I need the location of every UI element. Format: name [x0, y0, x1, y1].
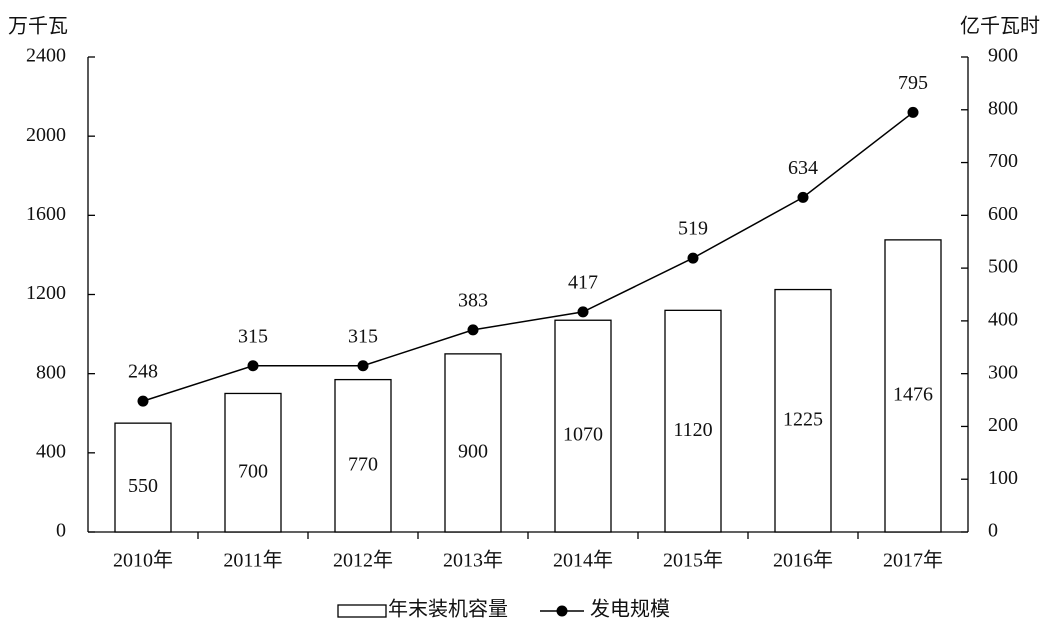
y2-tick-label: 700	[988, 150, 1018, 172]
line-value-label: 417	[568, 272, 598, 294]
line	[142, 111, 914, 402]
line-point	[247, 360, 259, 372]
line-value-label: 248	[128, 361, 158, 383]
line-point	[907, 106, 919, 118]
bar-value-label: 770	[348, 453, 378, 475]
y2-tick-label: 600	[988, 203, 1018, 225]
line-point	[467, 324, 479, 336]
line-point	[577, 306, 589, 318]
x-tick-label: 2011年	[223, 549, 282, 572]
bar-value-label: 1120	[673, 419, 712, 441]
bar	[444, 353, 502, 533]
line-point	[357, 360, 369, 372]
bar-value-label: 700	[238, 460, 268, 482]
y2-tick-label: 200	[988, 414, 1018, 436]
y-tick-label: 1200	[26, 282, 66, 304]
y2-axis-label: 亿千瓦时	[960, 15, 1040, 38]
bar-value-label: 900	[458, 441, 488, 463]
line-value-label: 315	[238, 325, 268, 347]
bar	[224, 392, 282, 533]
line-value-label: 634	[788, 157, 818, 179]
bar	[664, 309, 722, 533]
line-value-label: 795	[898, 72, 928, 94]
x-tick-label: 2012年	[333, 549, 393, 572]
line-point	[137, 395, 149, 407]
y-tick-label: 2400	[26, 45, 66, 67]
line-point	[687, 252, 699, 264]
y2-tick-label: 100	[988, 467, 1018, 489]
y2-tick-label: 500	[988, 256, 1018, 278]
x-tick-label: 2015年	[663, 549, 723, 572]
legend-swatch-point	[556, 605, 568, 617]
bar-value-label: 550	[128, 475, 158, 497]
x-tick-label: 2013年	[443, 549, 503, 572]
x-tick-label: 2016年	[773, 549, 833, 572]
bar	[334, 378, 392, 533]
y-tick-label: 800	[36, 361, 66, 383]
legend-label: 年末装机容量	[388, 598, 508, 621]
y2-tick-label: 900	[988, 45, 1018, 67]
x-tick-label: 2014年	[553, 549, 613, 572]
legend-label: 发电规模	[590, 598, 670, 621]
bar-value-label: 1225	[783, 408, 823, 430]
y2-tick-label: 800	[988, 97, 1018, 119]
bar	[554, 319, 612, 533]
bar-value-label: 1070	[563, 424, 603, 446]
bar-value-label: 1476	[893, 384, 933, 406]
line-value-label: 383	[458, 289, 488, 311]
bar	[774, 288, 832, 533]
y-tick-label: 400	[36, 440, 66, 462]
x-tick-label: 2017年	[883, 549, 943, 572]
y-tick-label: 0	[56, 520, 66, 542]
legend-swatch	[337, 604, 387, 618]
y2-tick-label: 300	[988, 361, 1018, 383]
line-value-label: 519	[678, 218, 708, 240]
line-value-label: 315	[348, 325, 378, 347]
y-axis-label: 万千瓦	[8, 15, 68, 38]
x-tick-label: 2010年	[113, 549, 173, 572]
bar	[884, 239, 942, 533]
y-tick-label: 1600	[26, 203, 66, 225]
bar	[114, 422, 172, 533]
y2-tick-label: 0	[988, 520, 998, 542]
y2-tick-label: 400	[988, 308, 1018, 330]
y-tick-label: 2000	[26, 124, 66, 146]
line-point	[797, 191, 809, 203]
